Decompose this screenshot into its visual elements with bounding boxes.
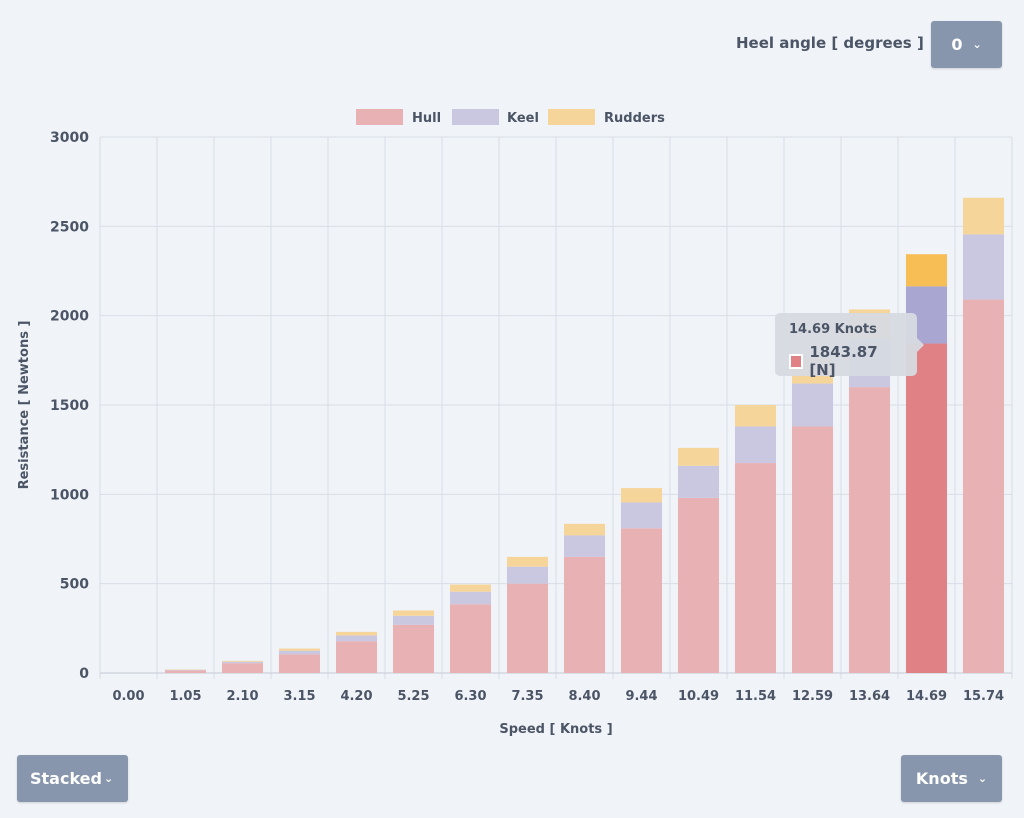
- bar-tooltip: 14.69 Knots 1843.87 [N]: [775, 313, 924, 379]
- y-axis-title: Resistance [ Newtons ]: [17, 321, 32, 490]
- bar-rudders-10.49[interactable]: [677, 447, 720, 466]
- bar-rudders-6.30[interactable]: [449, 584, 492, 592]
- x-tick-label: 12.59: [792, 689, 833, 704]
- bar-hull-10.49[interactable]: [677, 497, 720, 673]
- bar-rudders-7.35[interactable]: [506, 556, 549, 567]
- bar-keel-1.05[interactable]: [164, 669, 207, 671]
- legend-swatch-rudders[interactable]: [548, 109, 595, 125]
- x-tick-label: 6.30: [454, 689, 486, 704]
- bar-rudders-5.25[interactable]: [392, 610, 435, 616]
- legend-swatch-keel[interactable]: [452, 109, 499, 125]
- bar-keel-9.44[interactable]: [620, 502, 663, 529]
- x-tick-label: 0.00: [112, 689, 144, 704]
- speed-units-value: Knots: [915, 769, 968, 788]
- bar-keel-12.59[interactable]: [791, 383, 834, 427]
- y-tick-label: 1000: [50, 487, 89, 503]
- bar-hull-14.69[interactable]: [905, 343, 948, 673]
- bar-hull-13.64[interactable]: [848, 387, 891, 673]
- bar-hull-5.25[interactable]: [392, 624, 435, 673]
- bar-keel-2.10[interactable]: [221, 661, 264, 664]
- x-tick-label: 4.20: [340, 689, 372, 704]
- bar-rudders-14.69[interactable]: [905, 254, 948, 287]
- legend-label-rudders[interactable]: Rudders: [604, 111, 665, 126]
- x-tick-label: 15.74: [963, 689, 1004, 704]
- bar-rudders-3.15[interactable]: [278, 648, 321, 651]
- tooltip-title: 14.69 Knots: [789, 322, 877, 337]
- legend-label-keel[interactable]: Keel: [507, 111, 539, 126]
- x-tick-label: 9.44: [625, 689, 657, 704]
- tooltip-value: 1843.87 [N]: [809, 343, 878, 379]
- stack-mode-dropdown[interactable]: Stacked ⌄: [17, 755, 128, 802]
- y-tick-label: 0: [79, 666, 89, 682]
- bar-rudders-8.40[interactable]: [563, 523, 606, 536]
- bar-rudders-4.20[interactable]: [335, 631, 378, 636]
- x-tick-label: 8.40: [568, 689, 600, 704]
- chevron-down-icon: ⌄: [972, 38, 982, 51]
- y-tick-label: 2500: [50, 219, 89, 235]
- bar-keel-6.30[interactable]: [449, 591, 492, 605]
- stack-mode-value: Stacked: [30, 769, 102, 788]
- x-tick-label: 10.49: [678, 689, 719, 704]
- bar-hull-9.44[interactable]: [620, 528, 663, 673]
- bar-rudders-11.54[interactable]: [734, 405, 777, 427]
- heel-angle-dropdown[interactable]: 0 ⌄: [931, 21, 1002, 68]
- y-tick-label: 1500: [50, 398, 89, 414]
- bar-keel-15.74[interactable]: [962, 234, 1005, 300]
- x-axis-ticks: 0.00 1.05 2.10 3.15 4.20 5.25 6.30 7.35 8.40 9.44…: [112, 689, 1004, 704]
- x-tick-label: 13.64: [849, 689, 890, 704]
- bar-keel-11.54[interactable]: [734, 426, 777, 464]
- x-tick-label: 14.69: [906, 689, 947, 704]
- bar-hull-7.35[interactable]: [506, 583, 549, 673]
- bar-hull-4.20[interactable]: [335, 641, 378, 673]
- y-tick-label: 2000: [50, 309, 89, 325]
- chevron-down-icon: ⌄: [103, 772, 114, 785]
- heel-angle-value: 0: [951, 35, 963, 54]
- x-tick-label: 11.54: [735, 689, 776, 704]
- bar-hull-3.15[interactable]: [278, 654, 321, 673]
- bar-hull-2.10[interactable]: [221, 663, 264, 673]
- bar-rudders-15.74[interactable]: [962, 197, 1005, 235]
- y-tick-label: 3000: [50, 130, 89, 146]
- x-tick-label: 3.15: [283, 689, 315, 704]
- bar-hull-6.30[interactable]: [449, 604, 492, 673]
- y-axis-ticks: 0 500 1000 1500 2000 2500 3000: [50, 130, 89, 682]
- x-tick-label: 5.25: [397, 689, 429, 704]
- bar-hull-1.05[interactable]: [164, 670, 207, 673]
- bars: [164, 197, 1005, 673]
- legend-swatch-hull[interactable]: [356, 109, 403, 125]
- tooltip-swatch: [789, 353, 804, 369]
- legend-label-hull[interactable]: Hull: [412, 111, 441, 126]
- x-tick-label: 2.10: [226, 689, 258, 704]
- y-tick-label: 500: [60, 577, 89, 593]
- bar-keel-10.49[interactable]: [677, 465, 720, 498]
- bar-keel-3.15[interactable]: [278, 650, 321, 655]
- tooltip-row: 1843.87 [N]: [789, 343, 903, 379]
- x-axis-title: Speed [ Knots ]: [499, 722, 612, 737]
- bar-keel-5.25[interactable]: [392, 615, 435, 625]
- heel-angle-label: Heel angle [ degrees ]: [736, 34, 924, 52]
- bar-hull-8.40[interactable]: [563, 556, 606, 673]
- tooltip-arrow: [917, 338, 924, 352]
- x-tick-label: 7.35: [511, 689, 543, 704]
- bar-hull-12.59[interactable]: [791, 426, 834, 673]
- bar-keel-4.20[interactable]: [335, 635, 378, 642]
- bar-rudders-9.44[interactable]: [620, 488, 663, 503]
- chevron-down-icon: ⌄: [977, 772, 988, 785]
- x-tick-label: 1.05: [169, 689, 201, 704]
- bar-hull-15.74[interactable]: [962, 299, 1005, 673]
- bar-keel-7.35[interactable]: [506, 566, 549, 584]
- legend: Hull Keel Rudders: [356, 109, 665, 126]
- bar-rudders-2.10[interactable]: [221, 660, 264, 662]
- bar-hull-11.54[interactable]: [734, 463, 777, 673]
- bar-keel-8.40[interactable]: [563, 535, 606, 557]
- speed-units-dropdown[interactable]: Knots ⌄: [901, 755, 1002, 802]
